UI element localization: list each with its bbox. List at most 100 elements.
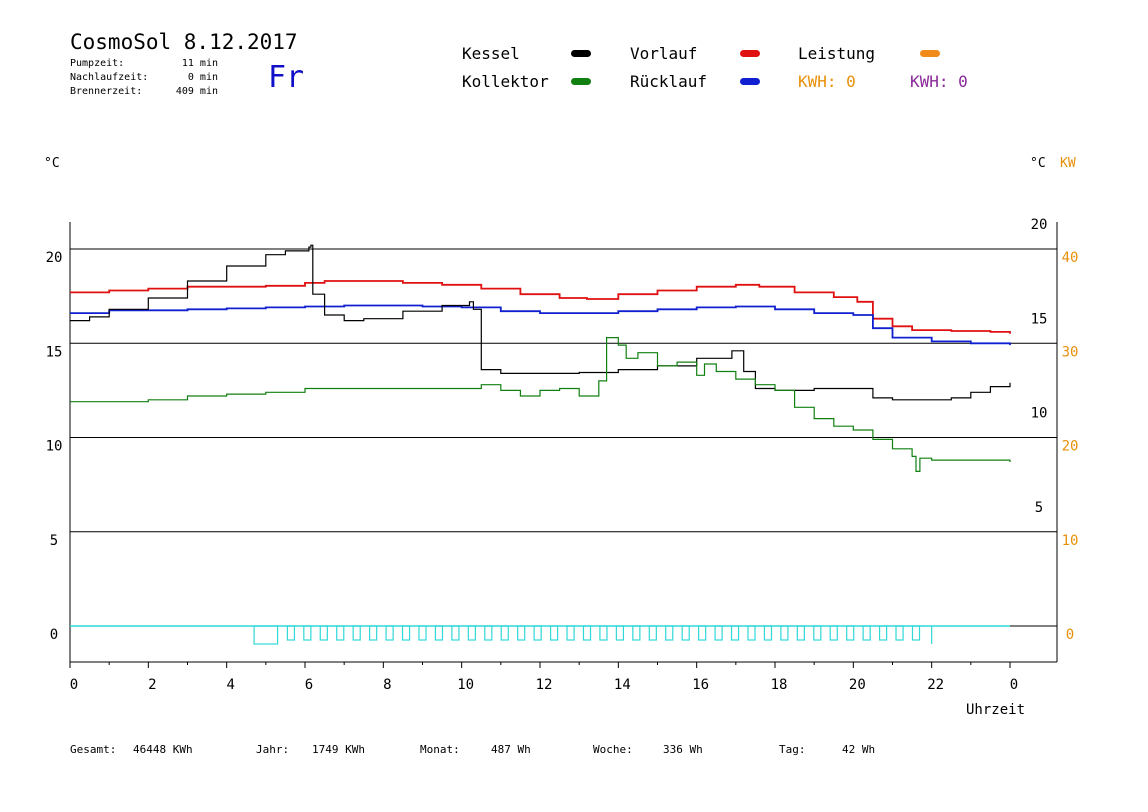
series-lines xyxy=(70,244,1011,472)
tick-labels: 0 2 4 6 8 10 12 14 16 18 20 22 0 0 5 10 15 20 5 10 15 20 0 10 20… xyxy=(46,217,1079,693)
chart-title: CosmoSol 8.12.2017 xyxy=(70,30,298,54)
pump-pulse xyxy=(747,625,756,641)
pump-pulse xyxy=(714,625,723,641)
x-tick-label: 16 xyxy=(692,677,709,693)
pump-pulse xyxy=(500,625,509,641)
y-right-c-tick-label: 5 xyxy=(1035,500,1043,516)
legend-kollektor-swatch xyxy=(571,78,591,85)
footer-monat-value: 487 Wh xyxy=(491,743,531,756)
pump-pulse xyxy=(533,625,542,641)
y-right-kw-tick-label: 0 xyxy=(1066,627,1074,643)
pump-pulse xyxy=(846,625,855,641)
pump-pulse xyxy=(484,625,493,641)
legend-kwh-second: KWH: 0 xyxy=(910,72,968,91)
pump-pulse xyxy=(698,625,707,641)
stat-brennerzeit-value: 409 min xyxy=(175,86,218,97)
y-right-kw-tick-label: 10 xyxy=(1062,533,1079,549)
pump-pulse xyxy=(286,625,296,641)
pump-pulse xyxy=(665,625,674,641)
y-right-c-tick-label: 15 xyxy=(1031,311,1048,327)
pump-pulse xyxy=(911,625,921,641)
pump-pulse xyxy=(418,625,427,641)
pump-pulse xyxy=(582,625,592,641)
left-axis-unit: °C xyxy=(44,156,60,171)
stat-brennerzeit-label: Brennerzeit: xyxy=(70,86,143,97)
right-axis-unit-kw: KW xyxy=(1060,156,1076,171)
legend-vorlauf-label: Vorlauf xyxy=(630,44,698,63)
x-tick-label: 0 xyxy=(70,677,78,693)
pump-pulse xyxy=(369,625,378,641)
x-tick-label: 8 xyxy=(383,677,391,693)
pump-pulse xyxy=(648,625,657,641)
x-tick-label: 18 xyxy=(771,677,788,693)
axes xyxy=(69,222,1058,668)
legend-ruecklauf-label: Rücklauf xyxy=(630,72,708,91)
legend-kwh-leistung: KWH: 0 xyxy=(798,72,856,91)
y-right-kw-tick-label: 20 xyxy=(1062,439,1079,455)
pump-pulse xyxy=(813,625,822,641)
stat-nachlaufzeit-value: 0 min xyxy=(187,72,218,83)
pump-pulse xyxy=(878,625,888,641)
x-tick-label: 22 xyxy=(927,677,944,693)
legend-ruecklauf-swatch xyxy=(740,78,760,85)
legend-leistung-label: Leistung xyxy=(798,44,876,63)
pump-activity-bars xyxy=(70,625,1010,645)
footer-gesamt-label: Gesamt: xyxy=(70,743,117,756)
pump-pulse xyxy=(467,625,476,641)
x-tick-label: 12 xyxy=(536,677,553,693)
series-line-vorlauf xyxy=(70,280,1011,334)
x-tick-label: 20 xyxy=(849,677,866,693)
pump-pulse xyxy=(385,625,394,641)
footer-jahr-value: 1749 KWh xyxy=(312,743,365,756)
stat-nachlaufzeit-label: Nachlaufzeit: xyxy=(70,72,149,83)
pump-pulse xyxy=(336,625,345,641)
x-tick-label: 6 xyxy=(305,677,313,693)
stat-pumpzeit-value: 11 min xyxy=(181,58,218,69)
pump-pulse xyxy=(451,625,460,641)
footer-gesamt-value: 46448 KWh xyxy=(133,743,193,756)
x-tick-label: 14 xyxy=(614,677,631,693)
pump-pulse xyxy=(730,625,740,641)
pump-pulse xyxy=(434,625,444,641)
pump-pulse xyxy=(319,625,328,641)
pump-pulse xyxy=(763,625,773,641)
x-axis-label: Uhrzeit xyxy=(966,702,1026,718)
pump-pulse xyxy=(549,625,559,641)
right-axis-unit-c: °C xyxy=(1030,156,1046,171)
pump-pulse xyxy=(780,625,789,641)
pump-pulse xyxy=(303,625,312,641)
legend-vorlauf-swatch xyxy=(740,50,760,57)
pump-pulse xyxy=(632,625,641,641)
y-left-tick-label: 5 xyxy=(50,533,58,549)
weekday-label: Fr xyxy=(268,60,305,95)
legend-kessel-swatch xyxy=(571,50,591,57)
y-right-c-tick-label: 20 xyxy=(1031,217,1048,233)
pump-pulse xyxy=(401,625,411,641)
footer-woche-value: 336 Wh xyxy=(663,743,703,756)
pump-pulse xyxy=(829,625,838,641)
series-line-kollektor xyxy=(70,337,1011,472)
y-left-tick-label: 15 xyxy=(46,344,63,360)
x-tick-label: 10 xyxy=(457,677,474,693)
footer-tag-label: Tag: xyxy=(779,743,806,756)
pump-pulse xyxy=(615,625,625,641)
grid-lines xyxy=(70,248,1057,627)
y-left-tick-label: 10 xyxy=(46,439,63,455)
pump-pulse xyxy=(566,625,575,641)
pump-pulse xyxy=(681,625,690,641)
x-tick-label: 0 xyxy=(1010,677,1018,693)
pump-pulse xyxy=(599,625,608,641)
footer-jahr-label: Jahr: xyxy=(256,743,290,756)
footer-woche-label: Woche: xyxy=(593,743,633,756)
y-right-c-tick-label: 10 xyxy=(1031,406,1048,422)
x-tick-label: 4 xyxy=(226,677,234,693)
pump-pulse xyxy=(796,625,805,641)
series-line-kessel xyxy=(70,244,1011,401)
footer-monat-label: Monat: xyxy=(420,743,460,756)
x-tick-label: 2 xyxy=(148,677,156,693)
legend-kessel-label: Kessel xyxy=(462,44,520,63)
pump-pulse xyxy=(253,625,279,645)
legend-kollektor-label: Kollektor xyxy=(462,72,549,91)
pump-pulse xyxy=(352,625,361,641)
